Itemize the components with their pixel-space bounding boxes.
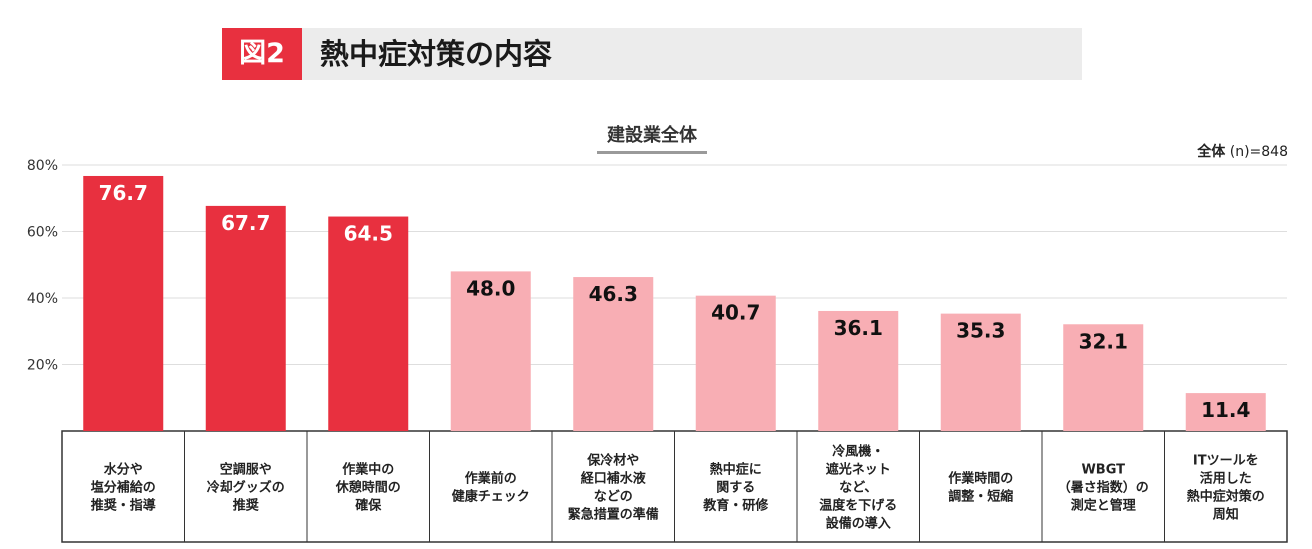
x-category-label-line: 塩分補給の (91, 480, 156, 496)
bar (1063, 324, 1144, 431)
x-category-label-line: （暑さ指数）の (1058, 480, 1149, 496)
x-category-label-line: 調整・短縮 (948, 489, 1013, 505)
x-category-label-line: 確保 (355, 498, 382, 514)
x-category-label-line: 冷却グッズの (207, 480, 285, 496)
x-category-label-line: 健康チェック (452, 489, 530, 505)
bar (328, 216, 409, 431)
x-category-label-line: 休憩時間の (335, 480, 401, 496)
x-category-label-line: などの (594, 490, 633, 505)
data-label: 36.1 (834, 316, 883, 340)
x-category-label: 作業時間の調整・短縮 (948, 471, 1013, 505)
x-category-label-line: 設備の導入 (826, 516, 891, 532)
bar (450, 271, 531, 431)
x-category-label-line: 保冷材や (586, 453, 639, 469)
x-category-label: ITツールを活用した熱中症対策の周知 (1187, 454, 1265, 523)
sample-group-label: 全体 (1197, 144, 1226, 160)
x-category-label-line: 温度を下げる (819, 498, 897, 514)
figure-title-bar: 図2 熱中症対策の内容 (222, 28, 1082, 80)
bar (1185, 393, 1266, 431)
x-category-label-line: 測定と管理 (1071, 498, 1136, 514)
data-label: 46.3 (589, 282, 638, 306)
x-category-label-line: など、 (839, 481, 877, 496)
y-tick-label: 80% (27, 158, 58, 174)
x-category-label-line: 推奨 (233, 498, 260, 514)
bar (940, 313, 1021, 431)
x-category-label-line: 推奨・指導 (91, 498, 156, 514)
bar (83, 175, 164, 431)
x-category-label-line: 作業前の (465, 471, 517, 487)
x-category-label: 冷風機・遮光ネットなど、温度を下げる設備の導入 (819, 444, 897, 532)
bar (818, 310, 899, 431)
x-category-label-line: ITツールを (1193, 454, 1259, 469)
data-label: 35.3 (956, 319, 1005, 343)
figure-title: 熱中症対策の内容 (320, 37, 553, 71)
x-category-label-line: 教育・研修 (702, 498, 769, 514)
x-category-label-line: 経口補水液 (581, 471, 646, 487)
x-category-label-line: 遮光ネット (826, 462, 891, 478)
sample-size-note: 全体 (n)=848 (1197, 141, 1288, 161)
bar (205, 205, 286, 431)
x-category-label-line: 水分や (104, 462, 143, 478)
x-category-label: 保冷材や経口補水液などの緊急措置の準備 (568, 453, 659, 523)
bar (573, 277, 654, 431)
data-label: 67.7 (221, 211, 270, 235)
figure-number-badge: 図2 (222, 28, 302, 80)
chart-title: 建設業全体 (597, 121, 707, 154)
x-category-label-line: 関する (716, 481, 755, 496)
sample-size-value: (n)=848 (1229, 144, 1288, 160)
data-label: 32.1 (1079, 329, 1128, 353)
data-label: 40.7 (711, 301, 760, 325)
x-category-label-line: 緊急措置の準備 (568, 507, 659, 523)
x-category-label: 水分や塩分補給の推奨・指導 (91, 462, 156, 514)
x-category-label: 作業中の休憩時間の確保 (335, 462, 401, 514)
x-category-label: WBGT （暑さ指数）の測定と管理 (1058, 463, 1149, 514)
x-category-label-line: 熱中症対策の (1187, 489, 1265, 505)
x-category-label: 空調服や冷却グッズの推奨 (207, 462, 285, 514)
x-category-label-line: 熱中症に (710, 462, 762, 478)
x-category-label: 熱中症に関する教育・研修 (702, 462, 769, 514)
x-category-label-line: WBGT (1081, 463, 1125, 478)
y-tick-label: 20% (27, 358, 58, 374)
data-label: 48.0 (466, 276, 515, 300)
x-category-label-line: 活用した (1200, 471, 1252, 487)
data-label: 76.7 (99, 181, 148, 205)
x-category-label-line: 周知 (1213, 507, 1239, 523)
bar (695, 295, 776, 431)
data-label: 11.4 (1201, 398, 1250, 422)
x-category-label-line: 作業時間の (948, 471, 1013, 487)
x-category-label-line: 空調服や (220, 462, 272, 478)
y-tick-label: 60% (27, 225, 58, 241)
data-label: 64.5 (344, 222, 393, 246)
x-category-label: 作業前の健康チェック (452, 471, 530, 505)
x-category-label-line: 冷風機・ (832, 444, 884, 460)
x-category-label-line: 作業中の (342, 462, 394, 478)
y-tick-label: 40% (27, 291, 58, 307)
